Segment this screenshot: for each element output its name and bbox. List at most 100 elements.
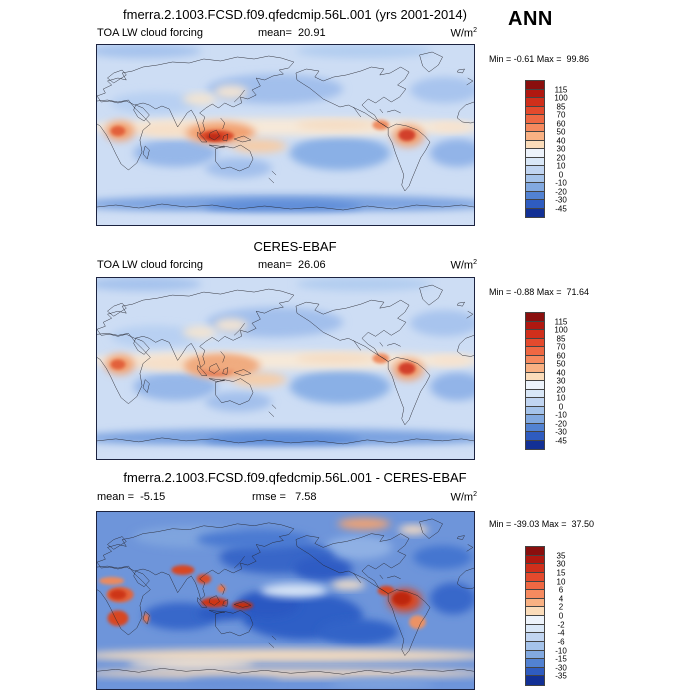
colorbar-cell: [526, 607, 544, 616]
colorbar-cell: [526, 581, 544, 591]
colorbar-tick-label: 15: [556, 568, 566, 578]
colorbar-cell: [526, 398, 544, 407]
coastlines: [97, 284, 474, 445]
colorbar-cell: [526, 624, 544, 634]
colorbar-cell: [526, 183, 544, 192]
panel2-mean-label: mean= 26.06: [258, 259, 326, 271]
colorbar-tick-label: 50: [556, 127, 566, 137]
colorbar-tick-label: 85: [556, 102, 566, 111]
panel2-minmax-label: Min = -0.88 Max = 71.64: [489, 287, 590, 297]
colorbar-tick-label: 10: [556, 577, 566, 586]
colorbar-cell: [526, 81, 544, 90]
colorbar-tick-label: 30: [556, 376, 566, 386]
colorbar-cell: [526, 572, 544, 582]
panel3-title: fmerra.2.1003.FCSD.f09.qfedcmip.56L.001 …: [123, 470, 467, 485]
colorbar-tick-label: -10: [555, 646, 567, 655]
colorbar-cell: [526, 330, 544, 339]
colorbar-cell: [526, 676, 544, 685]
colorbar-tick-label: 6: [558, 585, 564, 595]
colorbar-cell: [526, 115, 544, 124]
difference-map: [96, 511, 475, 690]
colorbar-cell: [526, 140, 544, 149]
colorbar-tick-label: 10: [556, 161, 566, 171]
colorbar-cell: [526, 347, 544, 356]
colorbar-tick-label: 115: [554, 317, 568, 326]
colorbar-tick-label: -6: [557, 637, 565, 647]
colorbar-tick-label: 70: [556, 110, 566, 120]
colorbar-cell: [526, 166, 544, 175]
colorbar-cell: [526, 200, 544, 209]
colorbar-cell: [526, 432, 544, 441]
coastlines: [97, 51, 474, 211]
panel3-colorbar: [525, 546, 545, 686]
colorbar-tick-label: 40: [556, 136, 566, 145]
panel1-variable-label: TOA LW cloud forcing: [97, 27, 203, 39]
colorbar-tick-label: -10: [555, 410, 567, 420]
colorbar-cell: [526, 641, 544, 651]
colorbar-tick-label: -15: [555, 654, 567, 664]
colorbar-tick-label: 0: [558, 170, 564, 179]
colorbar-tick-label: -35: [555, 671, 567, 681]
colorbar-cell: [526, 406, 544, 415]
colorbar-cell: [526, 338, 544, 347]
colorbar-cell: [526, 123, 544, 132]
panel2-variable-label: TOA LW cloud forcing: [97, 259, 203, 271]
colorbar-tick-label: 40: [556, 368, 566, 377]
colorbar-tick-label: 30: [556, 144, 566, 154]
colorbar-tick-label: -20: [555, 419, 567, 428]
colorbar-tick-label: 10: [556, 393, 566, 403]
colorbar-tick-label: 60: [556, 351, 566, 360]
colorbar-cell: [526, 157, 544, 166]
panel2-units-label: W/m2: [450, 259, 477, 272]
colorbar-tick-label: -30: [555, 663, 567, 673]
colorbar-tick-label: -2: [557, 620, 565, 630]
colorbar-tick-label: -20: [555, 187, 567, 196]
panel3-rmse-label: rmse = 7.58: [252, 491, 317, 503]
obs-map: [96, 277, 475, 460]
colorbar-cell: [526, 132, 544, 141]
panel1-mean-label: mean= 20.91: [258, 27, 326, 39]
colorbar-tick-label: -30: [555, 195, 567, 205]
colorbar-tick-label: 85: [556, 334, 566, 343]
colorbar-cell: [526, 659, 544, 668]
colorbar-tick-label: -10: [555, 178, 567, 188]
panel1-minmax-label: Min = -0.61 Max = 99.86: [489, 54, 590, 64]
panel3-mean-label: mean = -5.15: [97, 491, 166, 503]
colorbar-tick-label: 70: [556, 342, 566, 352]
colorbar-cell: [526, 389, 544, 398]
panel2-colorbar: [525, 312, 545, 450]
colorbar-tick-label: 0: [558, 611, 564, 621]
colorbar-tick-label: -45: [555, 204, 567, 213]
colorbar-tick-label: 0: [558, 402, 564, 411]
colorbar-cell: [526, 174, 544, 183]
panel1-colorbar: [525, 80, 545, 218]
colorbar-tick-label: 30: [556, 559, 566, 569]
colorbar-cell: [526, 440, 544, 449]
colorbar-cell: [526, 191, 544, 200]
colorbar-cell: [526, 547, 544, 556]
colorbar-cell: [526, 667, 544, 677]
model-map: [96, 44, 475, 226]
colorbar-cell: [526, 106, 544, 115]
panel3-units-label: W/m2: [450, 491, 477, 504]
panel1-units-label: W/m2: [450, 27, 477, 40]
colorbar-tick-label: 2: [558, 602, 564, 612]
main-title: fmerra.2.1003.FCSD.f09.qfedcmip.56L.001 …: [123, 7, 467, 22]
season-label: ANN: [508, 8, 553, 30]
colorbar-tick-label: -4: [557, 628, 565, 638]
panel3-minmax-label: Min = -39.03 Max = 37.50: [489, 519, 595, 529]
colorbar-cell: [526, 598, 544, 608]
colorbar-tick-label: 20: [556, 153, 566, 162]
colorbar-cell: [526, 415, 544, 424]
colorbar-cell: [526, 650, 544, 660]
colorbar-cell: [526, 208, 544, 217]
colorbar-tick-label: 115: [554, 85, 568, 94]
coastlines: [97, 518, 474, 675]
colorbar-cell: [526, 364, 544, 373]
colorbar-tick-label: 100: [554, 93, 568, 103]
colorbar-cell: [526, 590, 544, 599]
colorbar-cell: [526, 321, 544, 330]
colorbar-cell: [526, 633, 544, 642]
colorbar-tick-label: 100: [554, 325, 568, 335]
